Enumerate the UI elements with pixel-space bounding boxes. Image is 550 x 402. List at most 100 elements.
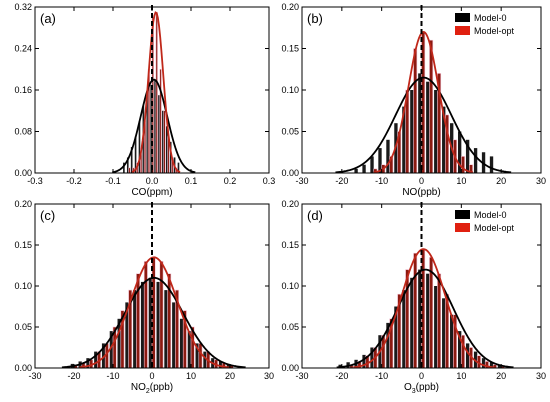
x-axis-label-part: CO(ppm) [131, 187, 172, 198]
model0-bar [162, 110, 164, 173]
y-tick-label: 0.16 [14, 85, 32, 95]
x-tick-label: 10 [456, 176, 466, 186]
model0-bar [410, 90, 414, 173]
y-tick-label: 0.08 [14, 127, 32, 137]
chart-panel-2: -30 -20 -10 0 10 20 30 0.00 0.05 0.10 0.15 0.20 NO(p… [281, 2, 546, 198]
x-tick-label: -20 [335, 371, 348, 381]
x-tick-label: 0 [419, 371, 424, 381]
model0-bar [117, 318, 121, 368]
x-tick-label: -30 [295, 176, 308, 186]
model0-bar [473, 351, 478, 368]
model0-bar [146, 90, 149, 173]
y-tick-label: 0.05 [281, 322, 299, 332]
model0-bar [179, 318, 184, 368]
model0-bar [156, 281, 160, 368]
x-axis-label-part: NO(ppb) [402, 187, 440, 198]
y-tick-label: 0.10 [14, 281, 32, 291]
modelopt-bar [159, 261, 164, 369]
model0-bar [154, 79, 156, 173]
modelopt-bar [128, 167, 131, 174]
modelopt-bar [429, 256, 434, 369]
x-axis-label-part: NO [131, 382, 146, 393]
x-tick-label: -0.3 [27, 176, 43, 186]
x-tick-label: -20 [67, 371, 80, 381]
x-tick-label: 10 [186, 371, 196, 381]
model0-bar [450, 314, 454, 368]
model0-bar [370, 156, 374, 173]
model0-bar [410, 277, 414, 368]
x-tick-label: 20 [225, 371, 235, 381]
x-axis-label-subscript: 2 [146, 388, 150, 395]
modelopt-bar [461, 334, 465, 369]
model0-bar [164, 290, 168, 368]
y-tick-label: 0.24 [14, 44, 32, 54]
model0-bar [418, 73, 422, 173]
model0-bar [354, 168, 358, 173]
model0-bar [125, 302, 129, 368]
model0-bar [165, 126, 168, 173]
y-tick-label: 0.00 [281, 168, 299, 178]
x-tick-label: 0.1 [185, 176, 198, 186]
model0-bar [177, 162, 180, 173]
model0-fit-curve [335, 76, 512, 174]
chart-panel-1: -0.3 -0.2 -0.1 0.0 0.1 0.2 0.3 0.00 0.08 0.16 0.24… [14, 2, 275, 198]
model0-fit-curve [61, 276, 246, 369]
model0-bar [195, 343, 199, 368]
panel-label: (c) [40, 208, 55, 223]
model0-bar [134, 136, 137, 173]
panel-label: (d) [307, 208, 323, 223]
model0-bar [126, 157, 129, 173]
legend-label-modelopt: Model-opt [474, 223, 515, 233]
x-tick-label: 0 [419, 176, 424, 186]
model0-bar [434, 286, 438, 368]
model0-bar [362, 164, 366, 173]
model0-bar [378, 148, 382, 173]
chart-panel-3: -30 -20 -10 0 10 20 300.000.050.100.150.20NO2(… [14, 199, 274, 395]
y-tick-label: 0.20 [14, 199, 32, 209]
model0-bar [457, 331, 462, 368]
model0-fit-curve [336, 268, 514, 369]
y-tick-label: 0.00 [14, 363, 32, 373]
x-tick-label: 0.2 [224, 176, 237, 186]
model0-bar [402, 106, 406, 173]
modelopt-fit-curve [79, 256, 230, 369]
model0-bar [497, 364, 502, 368]
model0-bar [218, 361, 223, 368]
x-axis-label-subscript: 3 [412, 388, 416, 395]
model0-bar [402, 290, 406, 368]
modelopt-bar [159, 68, 162, 174]
model0-bar [101, 343, 106, 368]
model0-bar [86, 358, 90, 368]
x-tick-label: -20 [335, 176, 348, 186]
x-axis-label: CO(ppm) [131, 187, 172, 198]
model0-bar [489, 156, 494, 173]
model0-bar [473, 148, 478, 173]
y-tick-label: 0.15 [281, 240, 299, 250]
modelopt-bar [151, 256, 156, 369]
modelopt-bar [198, 343, 203, 369]
model0-bar [465, 343, 470, 368]
model0-bar [386, 322, 390, 368]
y-tick-label: 0.15 [14, 240, 32, 250]
x-tick-label: 0.0 [146, 176, 159, 186]
legend-swatch-model0 [455, 210, 470, 219]
modelopt-bar [413, 48, 418, 174]
y-tick-label: 0.05 [281, 127, 299, 137]
model0-bar [362, 354, 366, 368]
model0-bar [187, 331, 191, 368]
modelopt-bar [461, 156, 465, 174]
model0-bar [489, 362, 494, 368]
legend-label-model0: Model-0 [474, 13, 507, 23]
x-tick-label: 10 [456, 371, 466, 381]
legend-swatch-modelopt [455, 26, 470, 35]
model0-bar [442, 106, 446, 173]
legend: Model-0 Model-opt [455, 13, 515, 36]
x-axis-label-part: (ppb) [150, 382, 173, 393]
x-tick-label: 30 [536, 176, 546, 186]
model0-bar [140, 281, 145, 368]
x-axis-label: NO(ppb) [402, 187, 440, 198]
modelopt-bar [413, 252, 418, 369]
x-tick-label: -10 [375, 371, 388, 381]
x-axis-label-part: O [404, 382, 412, 393]
